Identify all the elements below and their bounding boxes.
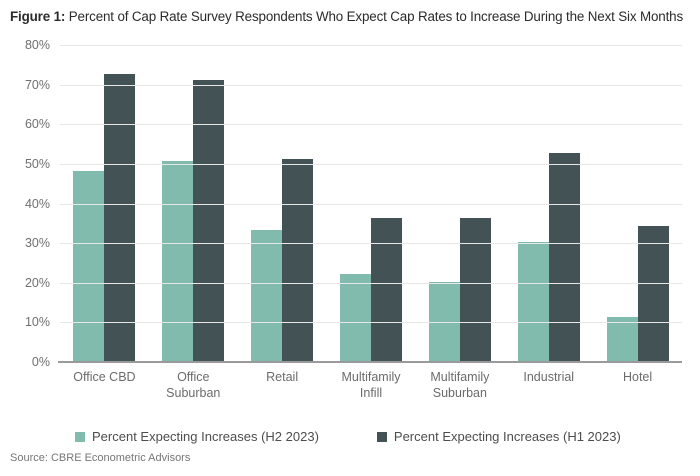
bar-group-multifamily-suburban: [415, 44, 504, 361]
source-note: Source: CBRE Econometric Advisors: [10, 452, 191, 464]
x-label-multifamily-suburban: Multifamily Suburban: [430, 370, 490, 401]
bar-multifamily-infill-h1-2023: [371, 218, 402, 361]
y-tick-label-70pct: 70%: [24, 77, 50, 92]
gridline: [60, 282, 682, 284]
legend-label: Percent Expecting Increases (H1 2023): [393, 429, 621, 444]
bar-group-hotel: [593, 44, 682, 361]
x-label-office-suburban: Office Suburban: [166, 370, 221, 401]
x-label-hotel: Hotel: [622, 370, 653, 384]
bar-group-industrial: [504, 44, 593, 361]
bar-hotel-h1-2023: [637, 226, 669, 361]
figure-title-text: Percent of Cap Rate Survey Respondents W…: [65, 9, 684, 24]
gridline: [60, 124, 682, 126]
chart-plot-area: [58, 44, 682, 363]
x-label-multifamily-infill: Multifamily Infill: [341, 370, 401, 401]
x-label-industrial: Industrial: [523, 370, 575, 384]
y-tick-label-80pct: 80%: [24, 38, 50, 52]
gridline: [60, 322, 682, 324]
legend-item-h1-2023: Percent Expecting Increases (H1 2023): [376, 429, 621, 444]
gridline: [60, 203, 682, 205]
x-axis-labels: Office CBD Office Suburban Retail Multifami…: [60, 369, 682, 402]
figure-title: Figure 1: Percent of Cap Rate Survey Res…: [10, 9, 696, 24]
gridline: [60, 163, 682, 165]
figure-number-label: Figure 1:: [10, 9, 66, 24]
bar-industrial-h2-2023: [517, 242, 549, 361]
gridline: [60, 84, 682, 86]
bar-group-multifamily-infill: [327, 44, 416, 361]
bar-industrial-h1-2023: [548, 152, 580, 361]
bar-group-retail: [238, 44, 327, 361]
y-tick-label-30pct: 30%: [24, 236, 50, 251]
y-tick-label-20pct: 20%: [24, 275, 50, 290]
y-tick-label-0pct: 0%: [31, 355, 50, 369]
bar-office-cbd-h1-2023: [104, 73, 136, 361]
bar-office-suburban-h1-2023: [193, 79, 225, 361]
legend-swatch-icon: [75, 431, 85, 442]
y-tick-label-40pct: 40%: [24, 196, 50, 211]
bar-retail-h1-2023: [282, 158, 314, 361]
gridline: [60, 45, 682, 46]
y-tick-label-60pct: 60%: [24, 117, 50, 132]
bar-series-container: [60, 44, 682, 361]
bar-multifamily-suburban-h1-2023: [459, 218, 491, 361]
bar-office-cbd-h2-2023: [73, 170, 105, 361]
gridline: [60, 243, 682, 245]
bar-multifamily-suburban-h2-2023: [428, 281, 460, 361]
y-tick-label-50pct: 50%: [24, 156, 50, 171]
x-axis-line: [58, 361, 682, 363]
legend-swatch-icon: [376, 431, 387, 442]
x-label-retail: Retail: [266, 370, 299, 384]
bar-group-office-cbd: [60, 44, 149, 361]
bar-retail-h2-2023: [251, 230, 283, 361]
bar-group-office-suburban: [149, 44, 238, 361]
bar-hotel-h2-2023: [606, 317, 638, 361]
y-tick-label-10pct: 10%: [24, 315, 50, 330]
x-label-office-cbd: Office CBD: [73, 370, 136, 384]
legend-item-h2-2023: Percent Expecting Increases (H2 2023): [75, 429, 319, 444]
bar-multifamily-infill-h2-2023: [340, 273, 371, 361]
bar-office-suburban-h2-2023: [162, 160, 194, 361]
legend-label: Percent Expecting Increases (H2 2023): [92, 429, 319, 444]
chart-legend: Percent Expecting Increases (H2 2023) Per…: [75, 429, 621, 444]
y-axis-labels: 80% 70% 60% 50% 40% 30% 20% 10% 0%: [0, 38, 50, 369]
